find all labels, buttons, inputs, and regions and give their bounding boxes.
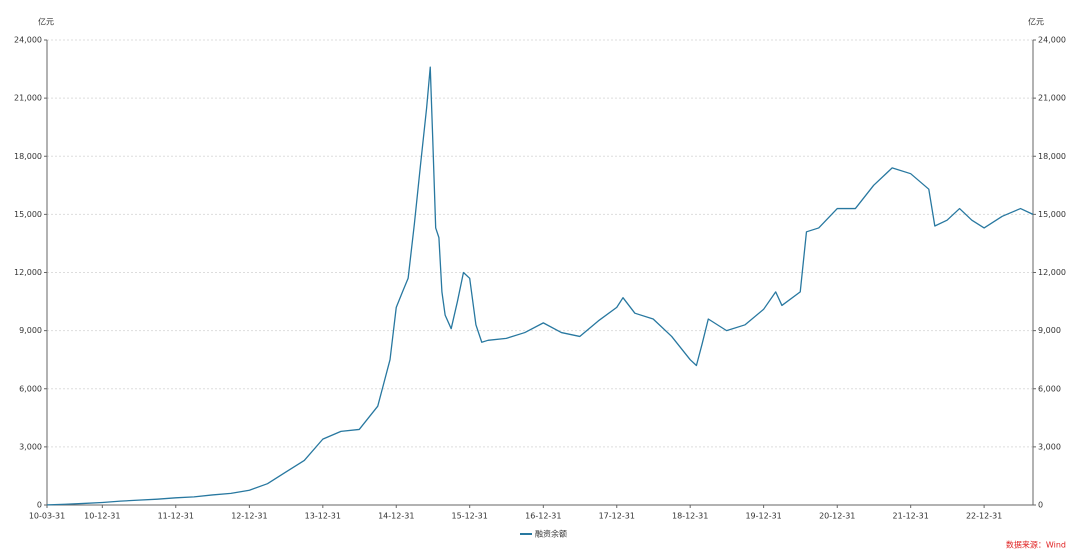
legend-label: 融资余额 [535,529,567,539]
x-tick-label: 12-12-31 [231,512,267,521]
y2-tick-label: 3,000 [1038,442,1061,451]
y2-tick-label: 18,000 [1038,152,1066,161]
y-tick-label: 9,000 [19,326,42,335]
x-tick-label: 22-12-31 [966,512,1002,521]
y2-axis-unit: 亿元 [1028,17,1044,27]
y-tick-label: 15,000 [14,210,42,219]
y2-tick-label: 6,000 [1038,384,1061,393]
y-tick-label: 18,000 [14,152,42,161]
x-tick-label: 10-03-31 [29,512,65,521]
x-tick-label: 17-12-31 [599,512,635,521]
y-tick-label: 24,000 [14,36,42,45]
y2-tick-label: 9,000 [1038,326,1061,335]
x-tick-label: 13-12-31 [305,512,341,521]
y2-tick-label: 24,000 [1038,36,1066,45]
x-tick-label: 15-12-31 [452,512,488,521]
data-line [46,66,1034,506]
y-tick-label: 6,000 [19,384,42,393]
source-note: 数据来源：Wind [1006,540,1066,550]
y-tick-label: 3,000 [19,442,42,451]
x-tick-label: 11-12-31 [158,512,194,521]
y-tick-label: 21,000 [14,94,42,103]
x-tick-label: 19-12-31 [745,512,781,521]
y-tick-label: 12,000 [14,268,42,277]
x-tick-label: 18-12-31 [672,512,708,521]
x-tick-label: 16-12-31 [525,512,561,521]
x-tick-label: 21-12-31 [893,512,929,521]
x-tick-label: 14-12-31 [378,512,414,521]
x-tick-label: 10-12-31 [84,512,120,521]
y2-tick-label: 15,000 [1038,210,1066,219]
x-tick-label: 20-12-31 [819,512,855,521]
y-axis-unit: 亿元 [38,17,54,27]
y2-tick-label: 12,000 [1038,268,1066,277]
y2-tick-label: 21,000 [1038,94,1066,103]
y-tick-label: 0 [37,501,42,510]
y2-tick-label: 0 [1038,501,1043,510]
